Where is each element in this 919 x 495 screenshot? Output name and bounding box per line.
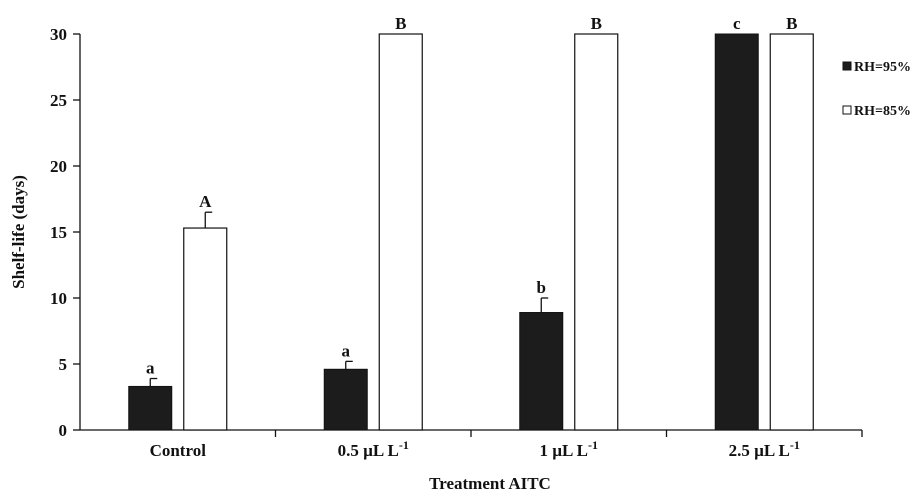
y-axis-title: Shelf-life (days) <box>9 175 28 289</box>
significance-label: B <box>591 14 602 33</box>
legend-swatch <box>842 61 852 71</box>
bar-rh95 <box>714 33 759 431</box>
legend-swatch <box>842 105 852 115</box>
y-tick-label: 20 <box>50 157 67 176</box>
significance-label: a <box>342 341 351 360</box>
y-tick-label: 10 <box>50 289 67 308</box>
axes: 0 5 10 15 20 25 30 Control 0.5 µL L-1 1 µL L-1 2.5… <box>50 25 863 460</box>
x-tick-label: 1 µL L-1 <box>539 438 598 460</box>
bar-rh85 <box>183 227 228 431</box>
y-tick-label: 30 <box>50 25 67 44</box>
y-tick-label: 5 <box>59 355 68 374</box>
y-tick-label: 15 <box>50 223 67 242</box>
bar-rh85 <box>378 33 423 431</box>
bars <box>128 33 814 431</box>
bar-rh95 <box>128 385 173 431</box>
y-tick-label: 25 <box>50 91 67 110</box>
significance-label: A <box>199 192 212 211</box>
legend: RH=95% RH=85% <box>842 60 911 119</box>
x-tick-label: Control <box>150 441 207 460</box>
x-axis-title: Treatment AITC <box>429 474 551 493</box>
bar-rh85 <box>769 33 814 431</box>
legend-label: RH=85% <box>854 104 911 119</box>
significance-label: a <box>146 359 155 378</box>
bar-labels: a a b c A B B B <box>146 14 797 378</box>
significance-label: B <box>395 14 406 33</box>
significance-label: B <box>786 14 797 33</box>
significance-label: b <box>537 278 546 297</box>
x-tick-label: 2.5 µL L-1 <box>729 438 800 460</box>
bar-rh85 <box>574 33 619 431</box>
legend-label: RH=95% <box>854 60 911 75</box>
significance-label: c <box>733 14 741 33</box>
bar-rh95 <box>519 312 564 431</box>
bar-rh95 <box>323 368 368 431</box>
y-tick-label: 0 <box>59 421 68 440</box>
x-tick-label: 0.5 µL L-1 <box>338 438 409 460</box>
